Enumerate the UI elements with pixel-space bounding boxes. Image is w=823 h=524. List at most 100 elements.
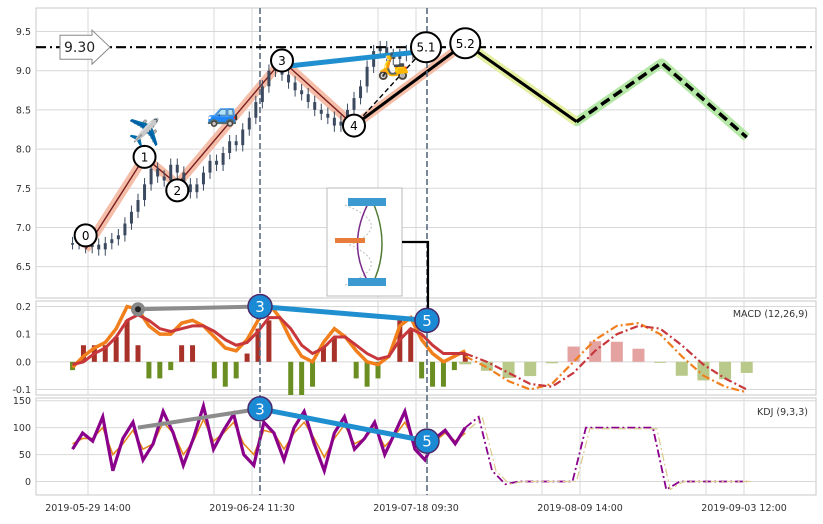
candle-body [300, 90, 304, 95]
trend-point-label: 5.2 [456, 37, 475, 51]
blue-segment [281, 48, 427, 70]
macd-histogram-bar [364, 361, 370, 387]
macd-histogram-bar [299, 361, 305, 395]
macd-forecast-bar [719, 361, 732, 380]
inset-bar-bottom [348, 278, 386, 286]
trend-point-marker [165, 178, 190, 203]
macd-histogram-bar [190, 345, 196, 362]
candle-body [326, 113, 330, 118]
macd-histogram-bar [331, 336, 337, 362]
macd-y-tick-label: 0.2 [16, 302, 31, 313]
macd-histogram-bar [102, 345, 108, 362]
candle-body [378, 47, 382, 52]
macd-histogram-bar [168, 361, 174, 371]
macd-marker-label: 5 [422, 312, 432, 330]
candle-body [352, 98, 356, 110]
trend-point-marker [449, 27, 482, 60]
candle-body [254, 102, 258, 118]
inset-curve [344, 204, 372, 286]
kdj-marker [414, 428, 440, 454]
candle-body [123, 223, 127, 236]
kdj-y-tick-label: 50 [19, 450, 31, 461]
trend-point-label: 2 [173, 184, 181, 198]
macd-marker-label: 3 [255, 298, 265, 316]
macd-histogram-bar [222, 361, 228, 387]
candle-body [260, 86, 264, 103]
candle-body [221, 153, 225, 165]
emoji-marker: 🛵 [377, 52, 409, 82]
price-y-tick-label: 6.5 [16, 262, 31, 273]
candle-body [169, 164, 173, 181]
candle-body [385, 47, 389, 56]
macd-title: MACD (12,26,9) [733, 309, 808, 320]
trend-dashed [357, 46, 427, 123]
candle-body [313, 102, 317, 110]
x-tick-label: 2019-06-24 11:30 [209, 503, 295, 514]
price-y-tick-label: 8.0 [16, 145, 31, 156]
macd-histogram-bar [157, 361, 163, 379]
candle-body [306, 94, 310, 103]
candle-body [103, 243, 107, 250]
macd-histogram-bar [211, 361, 217, 379]
forecast-line-dashed [575, 60, 748, 139]
macd-histogram-bar [255, 328, 261, 362]
kdj-blue-connector [259, 406, 428, 444]
macd-histogram-bar [233, 361, 239, 379]
macd-histogram-bar [135, 345, 141, 362]
inset-curve-purple [356, 199, 371, 286]
candle-body [359, 86, 363, 99]
macd-forecast-signal [464, 324, 748, 391]
inset-bar-top [348, 198, 386, 206]
candle-body [241, 129, 245, 146]
candle-body [188, 184, 192, 193]
macd-histogram-bar [451, 361, 457, 371]
macd-forecast-bar [632, 348, 645, 362]
trend-point-marker [342, 113, 366, 138]
price-y-tick-label: 8.5 [16, 105, 31, 116]
candle-body [116, 235, 120, 240]
kdj-y-tick-label: 100 [13, 423, 31, 434]
inset-connector [402, 240, 430, 318]
price-y-tick-label: 7.5 [16, 184, 31, 195]
candle-body [129, 211, 133, 224]
x-tick-label: 2019-08-09 14:00 [537, 503, 623, 514]
candle-body [332, 117, 336, 126]
candle-body [247, 117, 251, 130]
trend-point-marker [410, 31, 442, 64]
candle-body [143, 184, 147, 201]
macd-histogram-bar [124, 320, 130, 362]
kdj-j-line [71, 399, 467, 477]
macd-histogram-bar [440, 361, 446, 387]
candle-body [149, 168, 153, 185]
inset-curve-green [371, 199, 383, 286]
macd-histogram-bar [430, 361, 436, 387]
macd-marker [247, 293, 273, 320]
trend-point-label: 3 [278, 54, 286, 68]
price-y-tick-label: 7.0 [16, 223, 31, 234]
price-y-tick-label: 9.5 [16, 27, 31, 38]
candle-body [287, 74, 291, 83]
macd-histogram-bar [353, 361, 359, 379]
macd-histogram-bar [179, 345, 185, 362]
hline-arrow-label [59, 29, 111, 66]
hline-label-text: 9.30 [64, 40, 95, 56]
candle-body [215, 160, 219, 165]
forecast-line-first [464, 42, 578, 123]
candle-body [293, 82, 297, 91]
kdj-forecast-line-2 [468, 417, 751, 491]
kdj-y-tick-label: 0 [25, 477, 31, 488]
x-tick-label: 2019-09-03 12:00 [701, 503, 787, 514]
macd-histogram-bar [244, 353, 250, 362]
x-tick-label: 2019-07-18 09:30 [373, 503, 459, 514]
candle-body [201, 172, 205, 185]
macd-y-tick-label: -0.1 [12, 385, 31, 396]
candle-body [365, 66, 369, 87]
candle-body [162, 176, 166, 181]
macd-histogram-bar [80, 345, 86, 362]
trend-point-label: 0 [82, 229, 90, 243]
trend-line-rise [353, 42, 467, 127]
macd-histogram-bar [462, 353, 468, 362]
trend-point-label: 4 [350, 119, 358, 133]
